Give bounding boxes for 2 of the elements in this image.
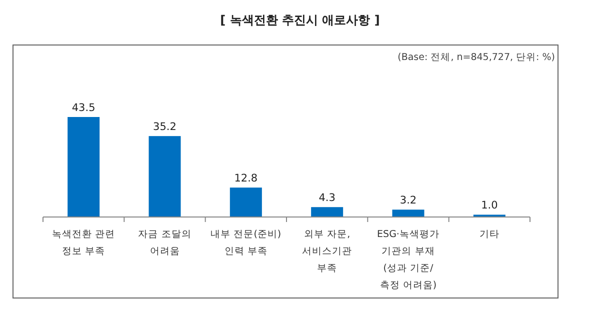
title: [ 녹색전환 추진시 애로사항 ] bbox=[220, 13, 380, 27]
subtitle: (Base: 전체, n=845,727, 단위: %) bbox=[398, 52, 555, 63]
